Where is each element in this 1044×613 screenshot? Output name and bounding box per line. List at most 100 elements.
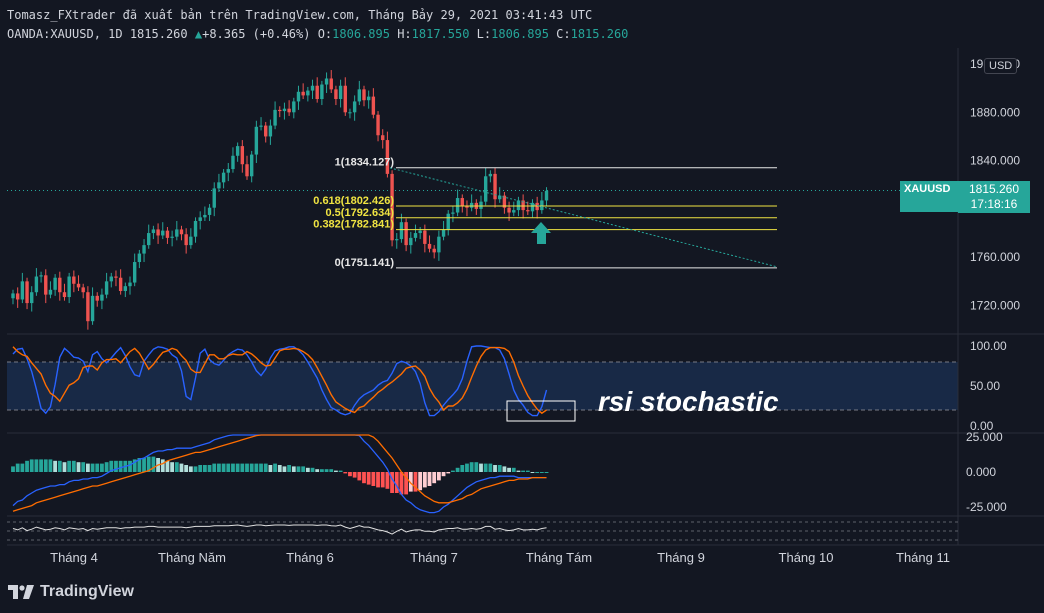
candle [334, 85, 338, 106]
candle [58, 271, 62, 301]
macd-histogram-bar [62, 462, 67, 472]
candle-body [404, 222, 408, 246]
macd-histogram-bar [502, 466, 507, 472]
candle [273, 101, 277, 130]
macd-histogram-bar [198, 465, 203, 472]
candle-body [207, 207, 212, 215]
stoch-d-line [12, 346, 547, 415]
price-tag-price: 1815.260 [968, 182, 1020, 196]
macd-histogram-bar [184, 465, 189, 472]
macd-histogram-bar [277, 465, 282, 472]
currency-button[interactable]: USD [984, 58, 1018, 74]
candle [95, 292, 99, 307]
candle [437, 230, 441, 261]
candle-body [268, 125, 273, 137]
macd-histogram-bar [71, 460, 76, 472]
candle [53, 274, 57, 296]
time-tick-label: Tháng 4 [50, 550, 98, 565]
candle [104, 272, 109, 299]
candle-body [352, 101, 357, 113]
candle [175, 220, 179, 241]
candle-body [301, 91, 305, 96]
candle [451, 206, 455, 223]
macd-histogram-bar [109, 460, 114, 472]
macd-histogram-bar [441, 472, 446, 477]
candle [132, 253, 137, 287]
time-tick-label: Tháng 7 [410, 550, 458, 565]
candle [109, 272, 113, 288]
candle-body [184, 234, 188, 246]
macd-histogram-bar [212, 463, 217, 472]
macd-histogram-bar [160, 459, 165, 472]
candle-body [15, 293, 20, 300]
candle-body [451, 212, 455, 214]
candle-body [212, 188, 216, 208]
macd-histogram-bar [165, 460, 170, 472]
high-label: H: [397, 27, 412, 41]
macd-histogram-bar [202, 465, 207, 472]
brand-name: TradingView [40, 583, 134, 600]
candle [399, 213, 404, 243]
price-tick-label: 1880.000 [970, 105, 1020, 119]
candle-body [357, 89, 362, 102]
candle [217, 173, 221, 192]
candle [25, 277, 29, 310]
macd-histogram-bar [226, 463, 231, 472]
candle [264, 121, 268, 143]
macd-histogram-bar [39, 459, 43, 472]
candle [446, 210, 450, 236]
candle-body [390, 173, 394, 241]
up-arrow-marker-icon[interactable] [531, 222, 551, 244]
candle-body [446, 213, 450, 230]
candle-body [516, 200, 521, 211]
candle-body [540, 200, 544, 211]
macd-histogram-bar [319, 469, 324, 472]
macd-histogram-bar [53, 460, 58, 472]
candle-body [441, 229, 446, 237]
candle-body [507, 207, 511, 213]
candle-body [521, 200, 525, 211]
price-tag: 1815.260 17:18:16 [958, 181, 1030, 213]
tradingview-logo[interactable]: TradingView [8, 583, 134, 601]
annotation-box[interactable] [506, 400, 576, 422]
candle-body [76, 283, 81, 288]
annotation-text[interactable]: rsi stochastic [598, 386, 779, 417]
macd-histogram-bar [179, 463, 184, 472]
candle [516, 196, 521, 217]
candle [526, 201, 530, 215]
macd-histogram-bar [488, 463, 493, 472]
candle-body [483, 176, 488, 202]
fib-level-label: 0(1751.141) [335, 257, 395, 269]
candle-body [282, 108, 287, 112]
candle [320, 80, 324, 106]
candle-body [151, 229, 156, 234]
macd-histogram-bar [310, 467, 315, 472]
candle-body [264, 125, 268, 137]
candle-body [366, 96, 371, 101]
candle-body [287, 108, 291, 113]
macd-histogram-bar [114, 460, 118, 472]
macd-histogram-bar [525, 470, 530, 472]
time-tick-label: Tháng 11 [896, 550, 950, 565]
candle-body [460, 198, 464, 207]
open-label: O: [317, 27, 333, 41]
symbol-label[interactable]: OANDA:XAUUSD, 1D [7, 27, 123, 41]
price-tick-label: 1760.000 [970, 250, 1020, 264]
candle [493, 167, 497, 208]
macd-histogram-bar [544, 472, 549, 473]
candle [427, 235, 432, 253]
candle-body [423, 230, 427, 244]
macd-histogram-bar [90, 463, 95, 472]
macd-histogram-bar [399, 472, 404, 495]
candle-body [123, 286, 128, 292]
close-label: C: [556, 27, 571, 41]
candle [128, 276, 132, 295]
candle [465, 200, 469, 217]
candle [30, 286, 34, 312]
candle-body [245, 164, 249, 177]
macd-histogram-bar [188, 466, 193, 472]
candle [413, 224, 418, 242]
macd-tick-label: 0.000 [966, 465, 996, 479]
macd-histogram-bar [67, 460, 72, 472]
